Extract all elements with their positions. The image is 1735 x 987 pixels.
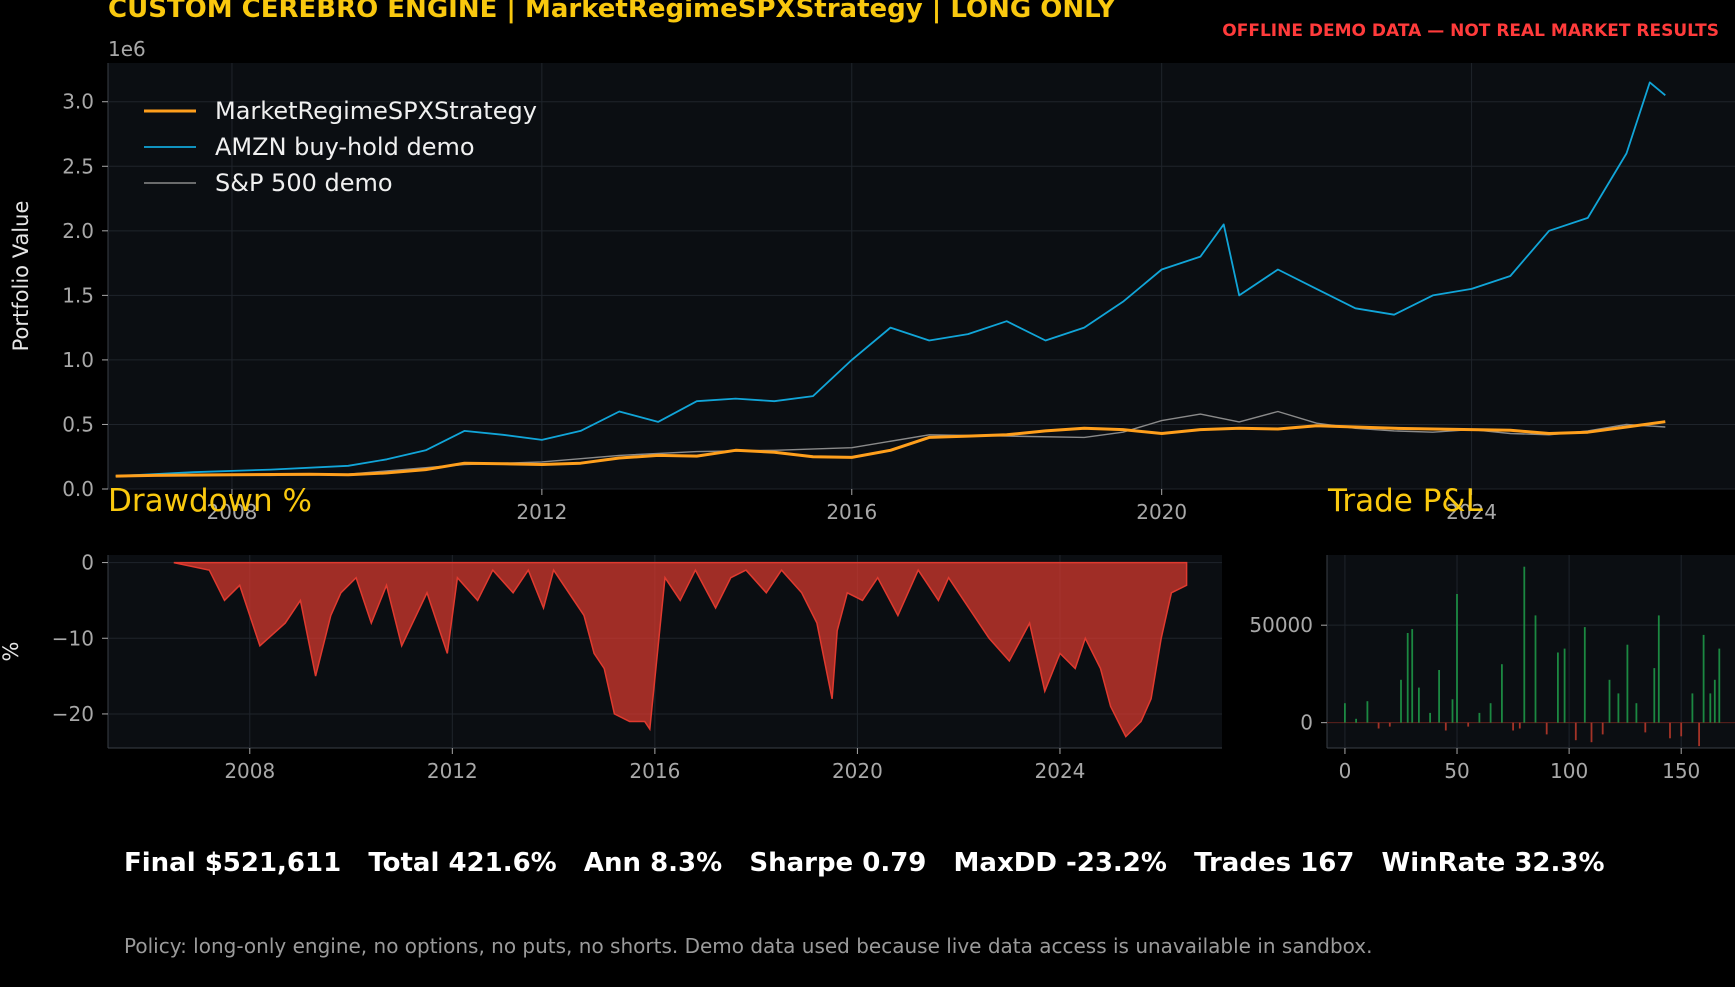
trade-bar-win [1718, 648, 1721, 723]
trade-bar-loss [1669, 722, 1671, 739]
y-tick-label: 0.5 [62, 412, 94, 436]
policy-note: Policy: long-only engine, no options, no… [124, 934, 1373, 958]
trade-bar-win [1411, 629, 1414, 723]
legend-label: AMZN buy-hold demo [215, 133, 475, 161]
legend: MarketRegimeSPXStrategy AMZN buy-hold dem… [144, 97, 537, 197]
trade-bar-loss [1377, 722, 1380, 729]
y-tick-label: 0 [1300, 711, 1313, 735]
equity-curve-chart: 0.0 0.5 1.0 1.5 2.0 2.5 3.0 2008 2012 2016 2020 202… [9, 37, 1735, 524]
trade-bar-loss [1574, 722, 1577, 741]
trade-bar-win [1563, 648, 1566, 723]
y-tick-label: 3.0 [62, 90, 94, 114]
trade-bar-win [1429, 712, 1431, 723]
trade-pnl-chart: 0 50000 0 50 100 150 [1249, 555, 1735, 783]
x-tick-label: 2008 [224, 759, 275, 783]
trade-bar-loss [1444, 722, 1447, 731]
trade-bar-win [1344, 703, 1346, 723]
trade-bar-loss [1698, 722, 1700, 747]
trade-bar-win [1608, 679, 1611, 723]
drawdown-chart: 0 −10 −20 2008 2012 2016 2020 2024% [0, 551, 1222, 783]
trade-bar-loss [1512, 722, 1514, 731]
x-tick-label: 150 [1662, 759, 1700, 783]
x-tick-label: 2008 [207, 500, 258, 524]
trade-bar-win [1366, 701, 1369, 723]
trade-bar-win [1456, 594, 1458, 723]
trade-bar-win [1438, 670, 1440, 723]
trade-bar-win [1478, 712, 1481, 723]
trade-bar-win [1657, 615, 1660, 723]
x-tick-label: 2020 [832, 759, 883, 783]
y-tick-label: −10 [52, 626, 94, 650]
plot-area [1327, 555, 1735, 748]
trade-bar-loss [1545, 722, 1548, 735]
drawdown-panel-title: Drawdown % [108, 483, 312, 519]
trade-bar-loss [1601, 722, 1604, 735]
x-tick-label: 50 [1444, 759, 1469, 783]
x-tick-label: 2024 [1446, 500, 1497, 524]
trade-bar-loss [1467, 722, 1470, 727]
trade-pnl-panel-title: Trade P&L [1328, 483, 1483, 519]
trade-bar-win [1355, 718, 1357, 723]
summary-stats: Final $521,611 Total 421.6% Ann 8.3% Sha… [124, 848, 1605, 878]
trade-bar-win [1713, 679, 1716, 723]
trade-bar-win [1418, 687, 1420, 723]
trade-bar-loss [1644, 722, 1647, 733]
trade-bar-win [1635, 703, 1638, 723]
trade-bar-win [1489, 703, 1492, 723]
strategy-series-line [115, 420, 1666, 478]
x-tick-label: 2012 [427, 759, 478, 783]
trade-bar-loss [1590, 722, 1593, 743]
drawdown-area [173, 561, 1188, 738]
y-tick-label: 0.0 [62, 477, 94, 501]
y-tick-label: 1.5 [62, 283, 94, 307]
trade-bar-win [1501, 664, 1503, 723]
y-tick-label: 50000 [1249, 613, 1313, 637]
y-axis-label: % [0, 642, 23, 662]
x-tick-label: 2024 [1035, 759, 1086, 783]
demo-data-warning: OFFLINE DEMO DATA — NOT REAL MARKET RESU… [1222, 21, 1719, 41]
trade-bar-win [1534, 615, 1537, 723]
x-tick-label: 2016 [826, 500, 877, 524]
trade-bar-win [1691, 693, 1694, 723]
trade-bar-win [1523, 566, 1526, 723]
trade-bar-win [1451, 699, 1454, 723]
trade-bar-win [1406, 633, 1409, 723]
plot-area [108, 63, 1735, 489]
trade-bar-loss [1680, 722, 1683, 737]
chart-title: CUSTOM CEREBRO ENGINE | MarketRegimeSPXS… [108, 0, 1116, 24]
trade-bar-win [1557, 652, 1559, 723]
x-tick-label: 100 [1550, 759, 1588, 783]
x-tick-label: 0 [1339, 759, 1352, 783]
trade-bar-win [1583, 627, 1586, 723]
y-tick-label: −20 [52, 702, 94, 726]
y-axis-multiplier: 1e6 [108, 37, 146, 61]
trade-bar-win [1702, 634, 1705, 723]
trade-bar-win [1653, 668, 1656, 723]
y-tick-label: 2.0 [62, 219, 94, 243]
y-tick-label: 1.0 [62, 348, 94, 372]
trade-bar-win [1400, 679, 1402, 723]
y-tick-label: 0 [81, 551, 94, 575]
y-axis-label: Portfolio Value [9, 201, 33, 352]
legend-label: MarketRegimeSPXStrategy [215, 97, 537, 125]
trade-bar-win [1626, 644, 1629, 723]
trade-bar-win [1617, 693, 1620, 723]
amzn-series-line [115, 81, 1666, 477]
x-tick-label: 2012 [516, 500, 567, 524]
trade-bar-loss [1388, 722, 1391, 727]
x-tick-label: 2016 [629, 759, 680, 783]
trade-bar-loss [1518, 722, 1521, 729]
legend-label: S&P 500 demo [215, 169, 393, 197]
x-tick-label: 2020 [1136, 500, 1187, 524]
y-tick-label: 2.5 [62, 154, 94, 178]
trade-bar-win [1709, 693, 1712, 723]
